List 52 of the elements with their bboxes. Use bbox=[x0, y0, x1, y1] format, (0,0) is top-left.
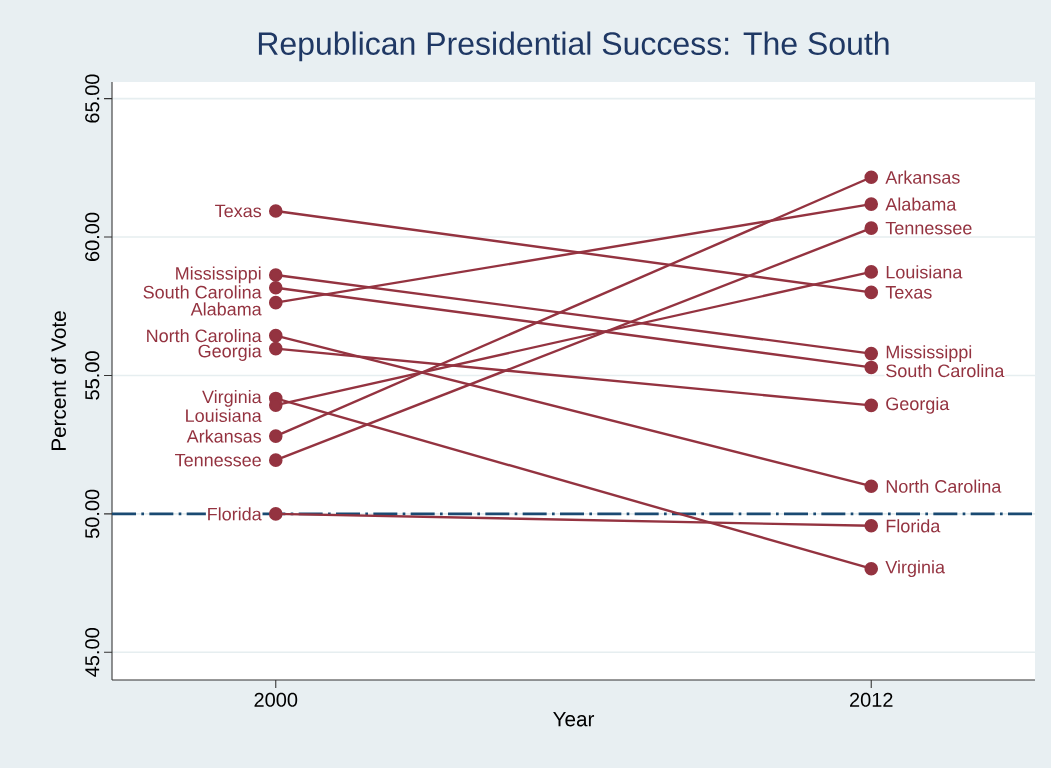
text: Virginia bbox=[885, 560, 945, 578]
point bbox=[864, 346, 879, 361]
text: Alabama bbox=[885, 197, 957, 211]
y-tick-label: 45.00 bbox=[85, 628, 100, 677]
y-tick-label: 50.00 bbox=[85, 489, 100, 539]
point bbox=[864, 285, 879, 300]
series-label: Tennessee bbox=[885, 221, 972, 235]
point bbox=[864, 170, 879, 185]
series-label: Alabama bbox=[190, 302, 262, 316]
y-tick-label: 65.00 bbox=[85, 74, 100, 123]
text: Georgia bbox=[886, 396, 950, 414]
series-label: North Carolina bbox=[147, 328, 262, 343]
text: Texas bbox=[215, 204, 262, 218]
point bbox=[864, 221, 879, 235]
text: South Carolina bbox=[886, 363, 1005, 378]
point bbox=[268, 341, 283, 356]
series-label: Florida bbox=[208, 507, 262, 521]
series-label: Mississippi bbox=[176, 266, 261, 284]
point bbox=[268, 268, 283, 282]
point bbox=[268, 328, 283, 343]
point bbox=[864, 561, 879, 576]
point bbox=[864, 265, 879, 279]
text: Louisiana bbox=[886, 265, 963, 279]
series-label: Virginia bbox=[202, 390, 262, 407]
point bbox=[864, 518, 879, 533]
series-label: Arkansas bbox=[885, 170, 960, 184]
point bbox=[268, 204, 283, 218]
point bbox=[268, 295, 283, 310]
x-tick-label: 2000 bbox=[254, 692, 298, 707]
text: Florida bbox=[886, 519, 941, 533]
text: Arkansas bbox=[186, 429, 262, 443]
text: Mississippi bbox=[886, 345, 972, 362]
point bbox=[268, 507, 283, 521]
x-axis-title: Year bbox=[553, 712, 595, 727]
series-label: Louisiana bbox=[186, 408, 262, 423]
point bbox=[864, 360, 879, 375]
point bbox=[864, 197, 879, 211]
x-tick-label: 2012 bbox=[850, 692, 893, 707]
point bbox=[268, 453, 283, 467]
point bbox=[864, 479, 879, 493]
y-tick-label: 55.00 bbox=[85, 351, 100, 400]
point bbox=[864, 398, 879, 413]
series-label: Texas bbox=[885, 286, 932, 299]
text: Tennessee bbox=[175, 453, 261, 467]
series-label: South Carolina bbox=[143, 285, 262, 299]
chart-title: Republican Presidential Success: The South bbox=[258, 31, 889, 62]
y-axis-title: Percent of Vote bbox=[50, 311, 66, 450]
point bbox=[268, 280, 283, 295]
text: North Carolina bbox=[886, 479, 1002, 493]
y-tick-label: 60.00 bbox=[85, 212, 100, 262]
series-label: Georgia bbox=[198, 344, 262, 361]
point bbox=[268, 429, 283, 443]
